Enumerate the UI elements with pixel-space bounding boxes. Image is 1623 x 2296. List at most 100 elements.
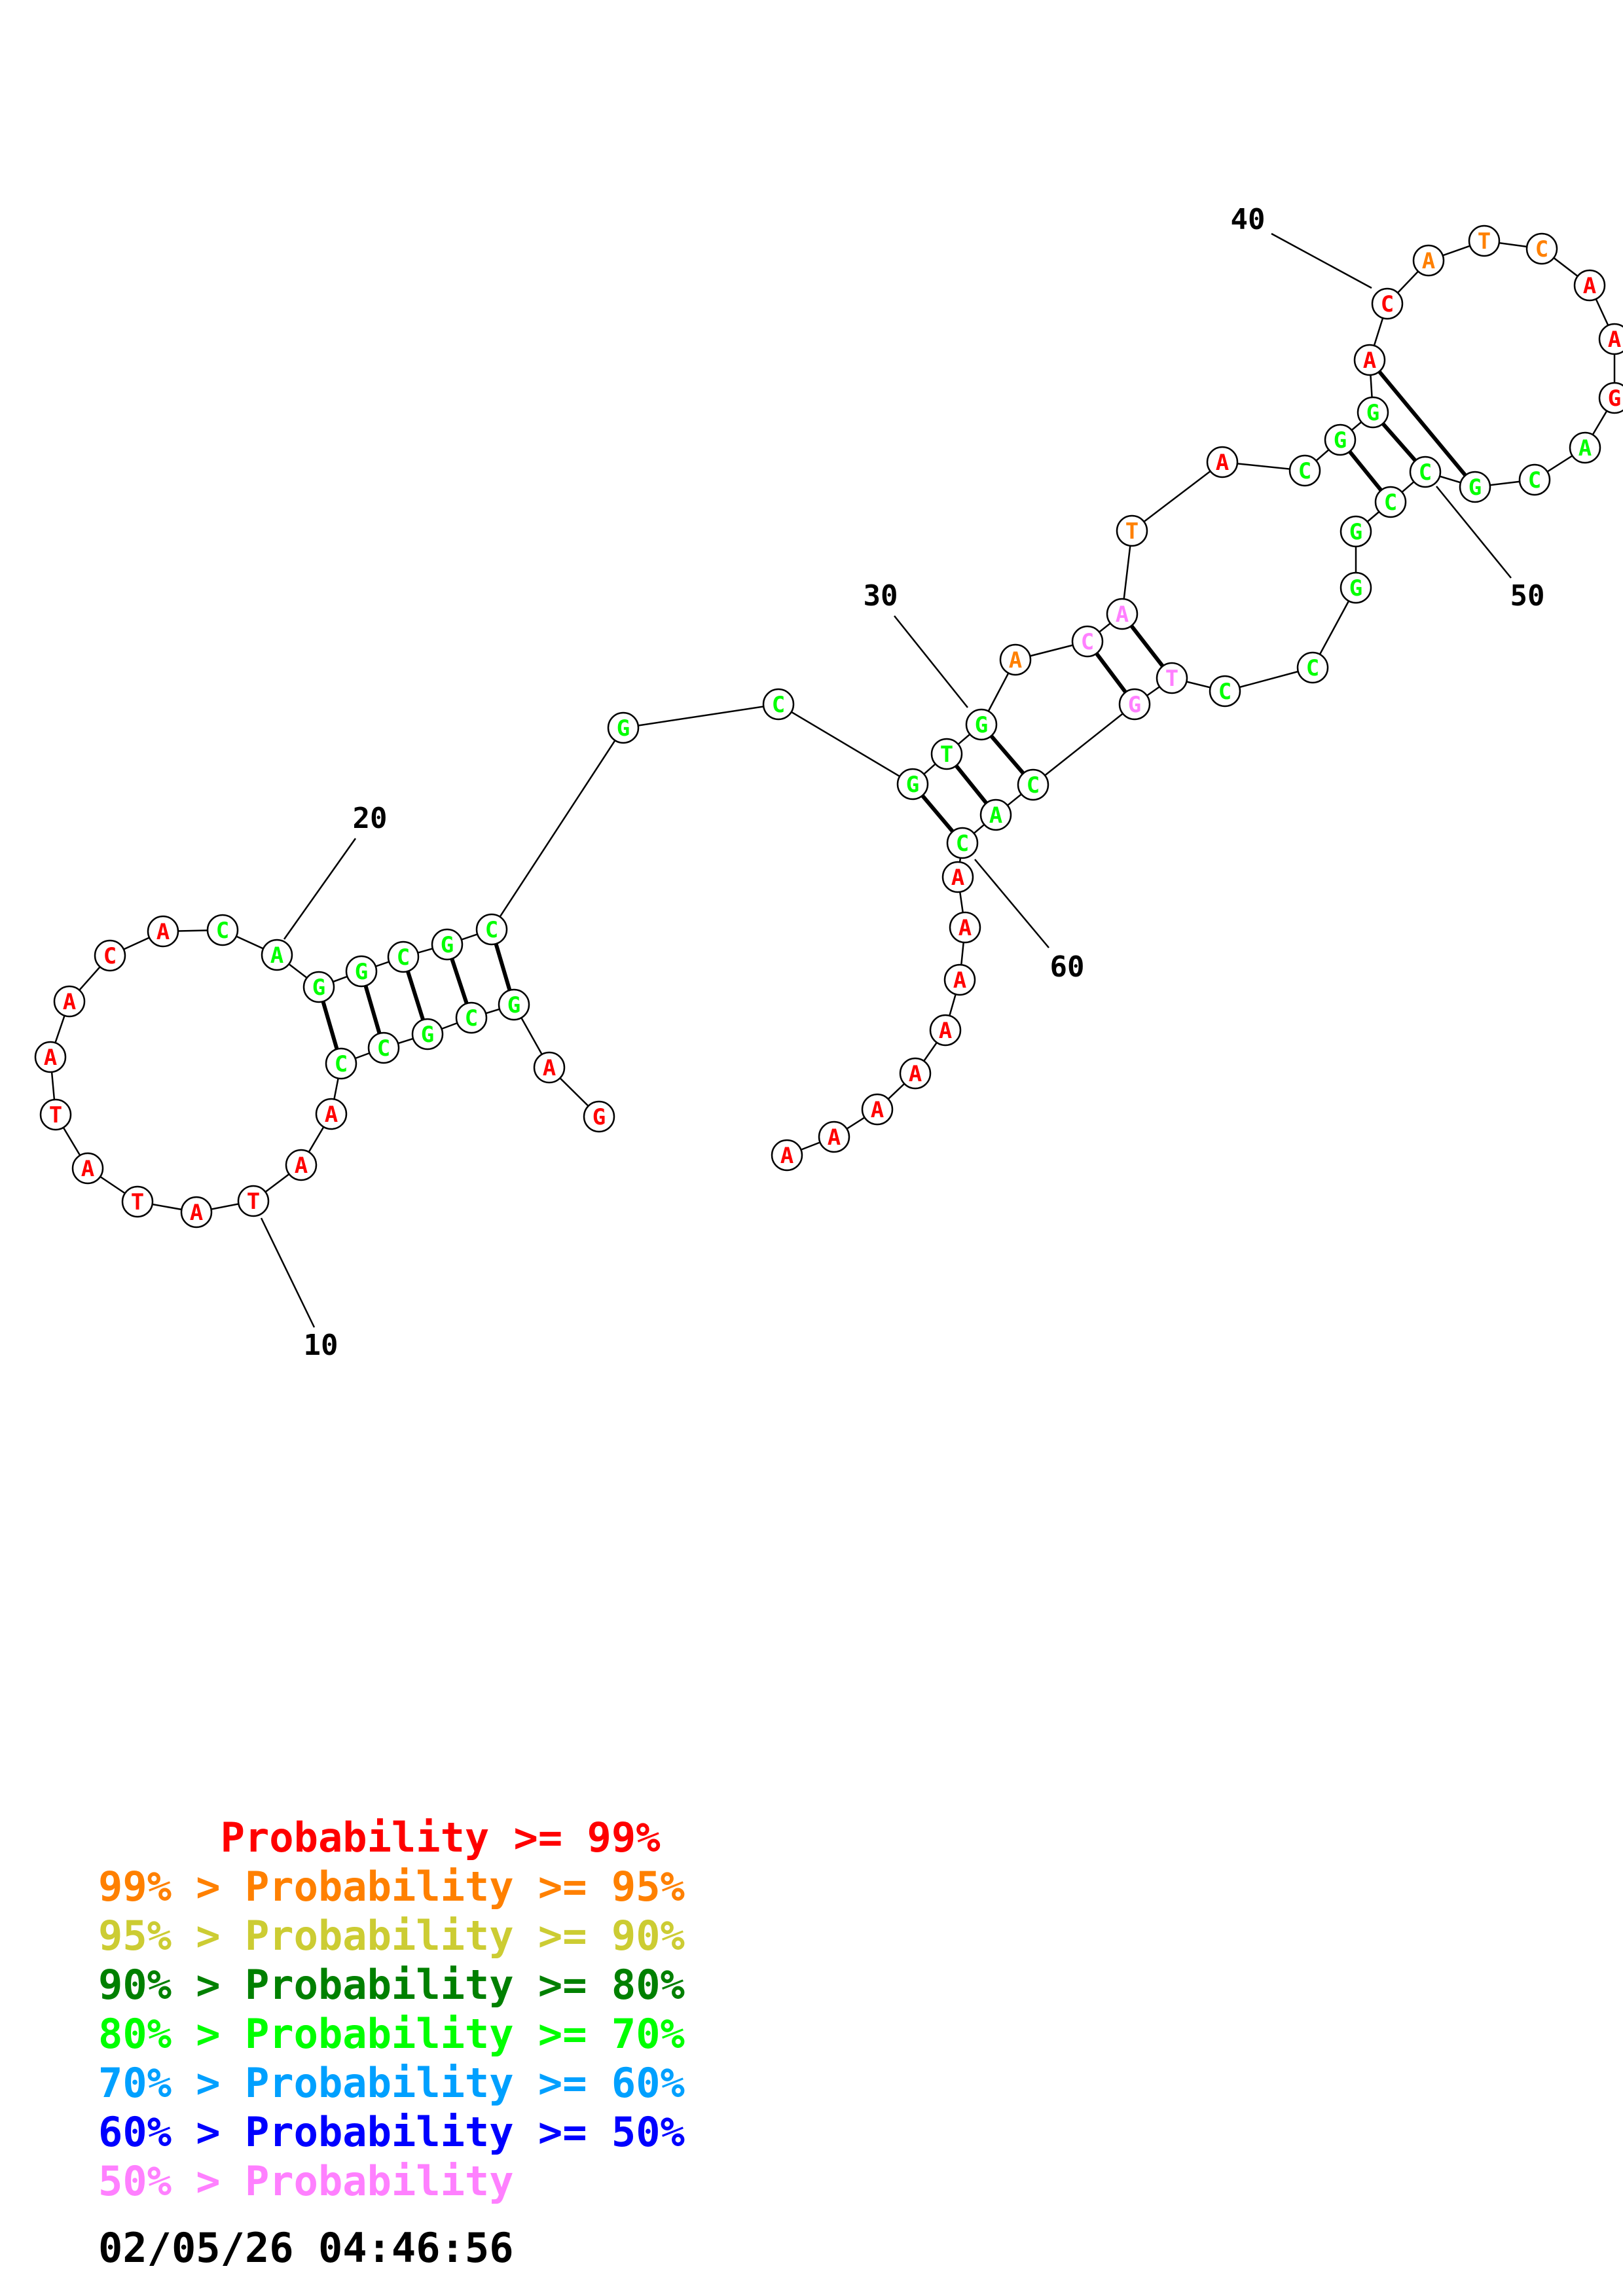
nucleotide-26: G	[607, 711, 640, 744]
nucleotide-circle	[607, 711, 640, 744]
timestamp: 02/05/26 04:46:56	[98, 2224, 514, 2272]
nucleotide-base: C	[335, 1051, 348, 1077]
nucleotide-65: A	[899, 1057, 932, 1090]
legend-entry: 95% > Probability >= 90%	[98, 1912, 685, 1960]
nucleotide-circle	[930, 738, 963, 770]
nucleotide-base: T	[1125, 518, 1139, 545]
legend-entry: 80% > Probability >= 70%	[98, 2010, 685, 2058]
nucleotide-base: A	[1116, 601, 1129, 628]
nucleotide-base: A	[1009, 647, 1022, 673]
nucleotide-41: A	[1412, 244, 1445, 277]
nucleotide-base: G	[906, 772, 919, 798]
nucleotide-circle	[949, 911, 981, 944]
nucleotide-circle	[147, 915, 179, 948]
nucleotide-25: C	[475, 913, 508, 946]
nucleotide-base: G	[355, 959, 368, 985]
nucleotide-circle	[1116, 514, 1148, 547]
position-label-30: 30	[864, 579, 898, 613]
nucleotide-12: T	[121, 1185, 154, 1218]
nucleotide-67: A	[818, 1121, 850, 1153]
nucleotide-circle	[1324, 423, 1357, 456]
nucleotide-59: A	[979, 798, 1012, 831]
nucleotide-62: A	[949, 911, 981, 944]
nucleotide-circle	[1598, 323, 1623, 355]
nucleotide-57: G	[1118, 688, 1151, 721]
nucleotide-circle	[1459, 471, 1491, 503]
nucleotide-circle	[367, 1031, 400, 1064]
backbone-layer	[49, 240, 1616, 1213]
nucleotide-circle	[39, 1098, 72, 1131]
nucleotide-58: C	[1017, 768, 1049, 801]
position-label-60: 60	[1050, 950, 1085, 984]
nucleotide-circle	[1409, 456, 1442, 488]
nucleotide-29: T	[930, 738, 963, 770]
nucleotide-circle	[121, 1185, 154, 1218]
nucleotide-circle	[94, 939, 126, 972]
nucleotide-circle	[1340, 571, 1372, 604]
nucleotide-circle	[965, 708, 998, 741]
nucleotide-base: A	[989, 802, 1002, 829]
nucleotide-61: A	[941, 861, 974, 893]
nucleotide-circle	[896, 768, 929, 800]
nucleotide-53: G	[1340, 571, 1372, 604]
nucleotide-base: T	[940, 742, 953, 768]
nucleotide-base: C	[1218, 679, 1231, 705]
nucleotide-base: A	[909, 1061, 922, 1087]
nucleotide-base: T	[131, 1189, 144, 1215]
nucleotide-circle	[999, 643, 1032, 676]
nucleotide-base: A	[156, 919, 170, 945]
nucleotide-base: A	[1608, 327, 1621, 353]
nucleotide-base: A	[44, 1045, 57, 1071]
nucleotide-base: G	[975, 712, 988, 738]
nucleotide-18: A	[147, 915, 179, 948]
nucleotide-54: C	[1296, 651, 1329, 684]
nucleotide-circle	[1209, 675, 1241, 708]
nucleotide-base: C	[1419, 459, 1432, 486]
nucleotide-circle	[1525, 232, 1558, 265]
nucleotide-1: G	[583, 1100, 615, 1133]
nucleotide-base: A	[780, 1143, 793, 1169]
nucleotide-base: T	[1478, 228, 1491, 255]
nucleotide-32: C	[1071, 625, 1104, 658]
nucleotide-circle	[206, 914, 239, 946]
nucleotide-11: A	[180, 1196, 213, 1229]
nucleotide-circle	[1518, 463, 1551, 496]
nucleotide-56: T	[1156, 662, 1188, 694]
nucleotide-circle	[1412, 244, 1445, 277]
nucleotide-42: T	[1468, 224, 1501, 257]
nucleotide-base: G	[507, 992, 520, 1018]
nucleotide-circle	[431, 928, 464, 961]
nucleotide-43: C	[1525, 232, 1558, 265]
nucleotide-circle	[979, 798, 1012, 831]
nucleotide-circle	[1340, 515, 1372, 548]
nucleotide-16: A	[53, 985, 86, 1018]
nucleotide-50: C	[1409, 456, 1442, 488]
nucleotide-base: A	[1578, 435, 1592, 461]
nucleotide-circle	[1118, 688, 1151, 721]
nucleotide-circle	[771, 1139, 803, 1172]
position-label-10: 10	[304, 1329, 338, 1362]
nucleotide-48: C	[1518, 463, 1551, 496]
nucleotide-base: C	[465, 1005, 478, 1031]
base-pair-39-49	[1368, 359, 1477, 488]
nucleotide-8: A	[315, 1098, 348, 1130]
nucleotide-circle	[533, 1051, 566, 1084]
nucleotide-23: C	[387, 941, 420, 973]
nucleotide-13: A	[71, 1152, 104, 1185]
nucleotide-circle	[1569, 431, 1601, 464]
nucleotide-19: C	[206, 914, 239, 946]
nucleotide-circle	[237, 1185, 270, 1217]
nucleotide-30: G	[965, 708, 998, 741]
nucleotide-base: A	[295, 1153, 308, 1179]
nucleotide-circle	[1357, 396, 1389, 429]
nucleotide-31: A	[999, 643, 1032, 676]
nucleotide-base: A	[1422, 248, 1435, 274]
nucleotide-52: G	[1340, 515, 1372, 548]
nucleotide-circle	[498, 988, 530, 1021]
nucleotide-3: G	[498, 988, 530, 1021]
nucleotide-base: A	[1363, 348, 1376, 374]
position-tick-40	[1271, 232, 1372, 289]
nucleotide-37: G	[1324, 423, 1357, 456]
nucleotide-34: T	[1116, 514, 1148, 547]
nucleotide-base: A	[270, 942, 283, 969]
